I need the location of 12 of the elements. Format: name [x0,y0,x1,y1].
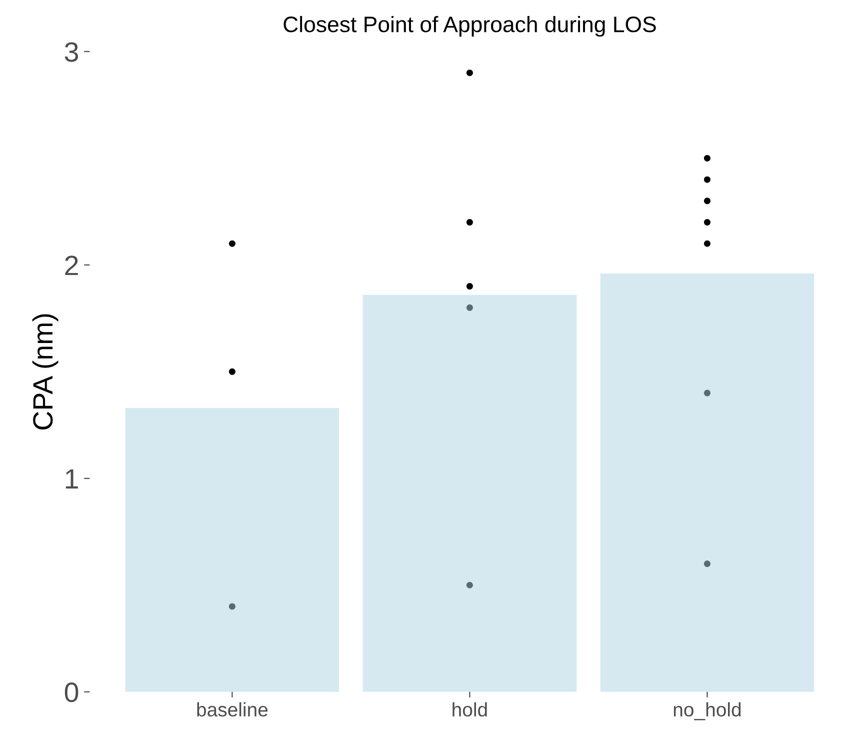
bar [600,274,814,692]
y-tick-label: 3 [64,42,78,62]
y-axis-title: CPA (nm) [32,314,58,430]
bar [125,408,340,692]
x-tick-label: hold [452,702,487,717]
y-tick-label: 2 [65,256,78,276]
x-tick-label: no_hold [674,702,741,720]
bar [362,294,577,692]
y-tick-label: 0 [64,682,78,702]
y-tick-label: 1 [66,469,78,488]
chart-title: Closest Point of Approach during LOS [284,16,656,37]
x-tick-label: baseline [197,702,268,717]
